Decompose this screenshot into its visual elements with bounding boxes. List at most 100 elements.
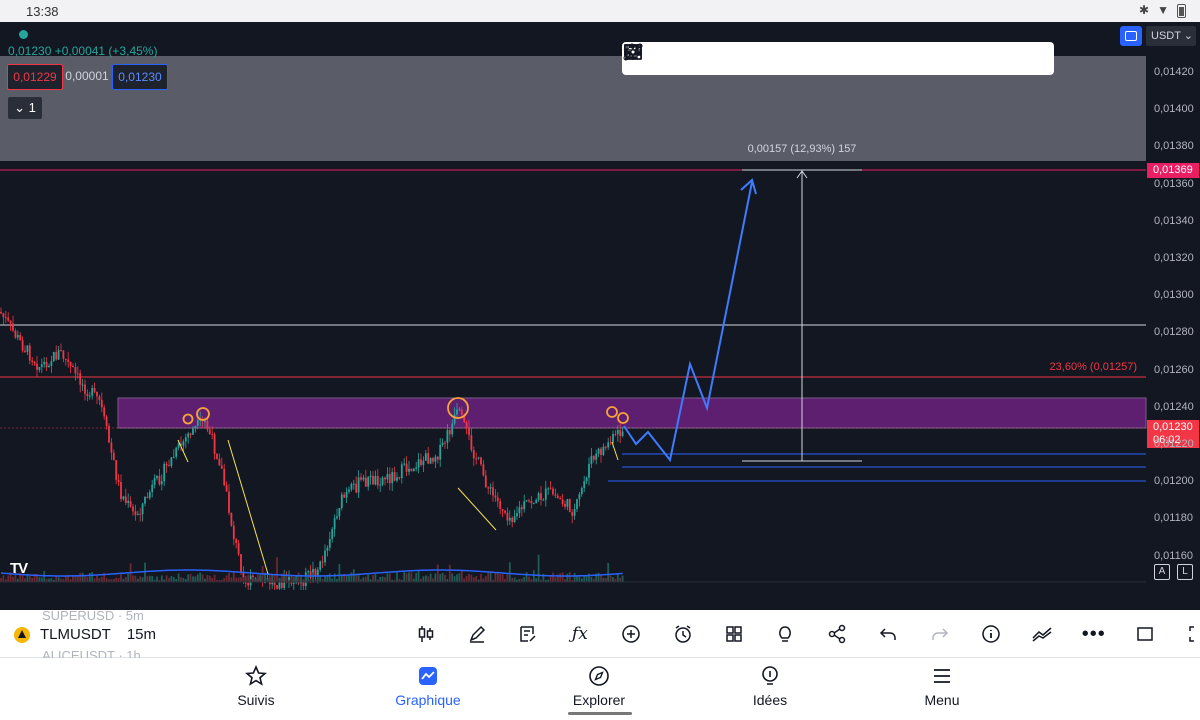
interval-label[interactable]: 15m: [126, 626, 157, 643]
horizontal-line-icon[interactable]: [624, 44, 944, 74]
measure-arrowhead: [796, 170, 808, 179]
price-chart[interactable]: 0,00157 (12,93%) 157 23,60% (0,01257): [0, 22, 1200, 590]
vertical-line-icon[interactable]: [630, 44, 1012, 74]
more-icon[interactable]: •••: [1081, 622, 1106, 645]
volume-ma-line: [0, 569, 623, 577]
fib-retracement-icon[interactable]: [624, 44, 706, 74]
rectangle-icon[interactable]: [624, 44, 740, 74]
nav-label: Suivis: [237, 692, 275, 708]
price-tick-label: 0,01400: [1154, 103, 1194, 116]
last-price-tag: 0,01230 06:02: [1147, 420, 1199, 448]
price-tick-label: 0,01420: [1154, 66, 1194, 78]
layers-toggle[interactable]: ⌄ 1: [8, 97, 42, 119]
price-tick-label: 0,01320: [1154, 252, 1194, 264]
price-tick-label: 0,01380: [1154, 140, 1194, 153]
nav-menu[interactable]: Menu: [887, 664, 997, 708]
price-tick-label: 0,01180: [1154, 512, 1193, 525]
price-tick-label: 0,01240: [1154, 400, 1194, 413]
nav-idees[interactable]: Idées: [715, 664, 825, 708]
wifi-icon: ▼: [1157, 3, 1169, 17]
log-scale-button[interactable]: L: [1177, 564, 1193, 580]
price-axis[interactable]: 0,01369 0,01230 06:02 0,01420 0,01400 0,01…: [1146, 22, 1200, 570]
measure-label: 0,00157 (12,93%) 157: [748, 143, 857, 155]
previous-symbol[interactable]: SUPERUSD · 5m: [42, 608, 144, 623]
pencil-icon[interactable]: [451, 622, 502, 646]
plus-circle-icon[interactable]: [606, 622, 657, 646]
star-icon: [245, 665, 267, 686]
swing-markers: [182, 397, 629, 425]
candles-icon[interactable]: [400, 622, 451, 646]
pitchfork-icon[interactable]: [623, 43, 672, 74]
projection-path: [623, 181, 753, 463]
nav-label: Idées: [752, 692, 788, 708]
toolbar-icons: ƒx •••: [400, 622, 1200, 646]
currency-label: USDT: [1151, 30, 1181, 42]
sync-toggle[interactable]: [1120, 26, 1142, 46]
yellow-arrow: [457, 487, 497, 531]
price-tick-label: 0,01360: [1154, 177, 1194, 190]
undo-icon[interactable]: [863, 622, 914, 646]
date-range-icon[interactable]: [624, 44, 842, 74]
auto-scale-button[interactable]: A: [1154, 564, 1170, 580]
yellow-arrows: [177, 439, 619, 575]
drawing-toolbar: ⁞⁞: [622, 42, 1054, 75]
redo-icon[interactable]: [914, 622, 965, 646]
nav-suivis[interactable]: Suivis: [201, 664, 311, 708]
compare-icon[interactable]: [1017, 622, 1068, 646]
swing-marker: [617, 412, 629, 424]
square-icon[interactable]: [1119, 622, 1170, 646]
price-tick-label: 0,01340: [1154, 214, 1194, 227]
projection-arrowhead: [740, 178, 757, 195]
nav-label: Graphique: [395, 692, 461, 708]
grid-icon[interactable]: [708, 622, 759, 646]
system-status-bar: 13:38 ✱ ▼: [0, 0, 1200, 22]
buy-button[interactable]: 0,01230: [112, 64, 168, 90]
nav-label: Explorer: [572, 692, 626, 708]
price-tick-label: 0,01260: [1154, 363, 1194, 376]
nav-graphique[interactable]: Graphique: [373, 664, 483, 708]
yellow-arrow: [611, 441, 619, 461]
currency-select[interactable]: USDT ⌄: [1146, 26, 1196, 46]
nav-explorer[interactable]: Explorer: [544, 664, 654, 708]
swing-marker: [196, 407, 210, 421]
bottom-navigation: Suivis Graphique Explorer Idées Menu: [0, 658, 1200, 720]
symbol-selector[interactable]: TLMUSDT 15m: [14, 626, 156, 643]
spread-value: 0,00001: [65, 69, 109, 83]
info-icon[interactable]: [965, 622, 1016, 646]
menu-icon: [934, 669, 950, 683]
price-tick-label: 0,01280: [1154, 326, 1194, 339]
indicators-icon[interactable]: ƒx: [571, 624, 588, 644]
flag-icon[interactable]: [626, 44, 978, 74]
tradingview-logo: TV: [10, 560, 28, 577]
fullscreen-icon[interactable]: [1171, 622, 1200, 646]
chart-icon: [419, 667, 437, 685]
level-price-tag: 0,01369: [1147, 163, 1199, 178]
home-indicator: [568, 712, 632, 715]
volume-bars: [0, 554, 624, 582]
last-price: 0,01230: [1153, 421, 1193, 433]
ohlc-readout: 0,01230 +0,00041 (+3,45%): [8, 44, 158, 58]
bluetooth-icon: ✱: [1139, 3, 1150, 17]
bar-countdown: 06:02: [1153, 434, 1181, 446]
ideas-icon: [762, 666, 778, 685]
nav-label: Menu: [924, 692, 960, 708]
price-tick-label: 0,01200: [1154, 475, 1194, 488]
clock: 13:38: [26, 4, 59, 19]
yellow-arrow: [177, 439, 189, 463]
time-axis[interactable]: 232425262728293031Août23: [0, 588, 1146, 590]
lightbulb-icon[interactable]: [760, 622, 811, 646]
trend-line-icon[interactable]: [623, 43, 876, 74]
price-range-icon[interactable]: [625, 44, 808, 74]
alarm-icon[interactable]: [657, 622, 708, 646]
swing-marker: [182, 413, 194, 425]
chart-area[interactable]: 0,00157 (12,93%) 157 23,60% (0,01257) 0,…: [0, 22, 1200, 590]
symbol-logo-icon: [14, 626, 30, 643]
ray-icon[interactable]: [624, 44, 910, 74]
share-icon[interactable]: [811, 622, 862, 646]
edit-list-icon[interactable]: [503, 622, 554, 646]
sell-button[interactable]: 0,01229: [7, 64, 63, 90]
price-tick-label: 0,01300: [1154, 289, 1194, 302]
comment-icon[interactable]: [624, 44, 1046, 74]
live-dot: [19, 30, 28, 39]
parallel-channel-icon[interactable]: [624, 44, 774, 74]
